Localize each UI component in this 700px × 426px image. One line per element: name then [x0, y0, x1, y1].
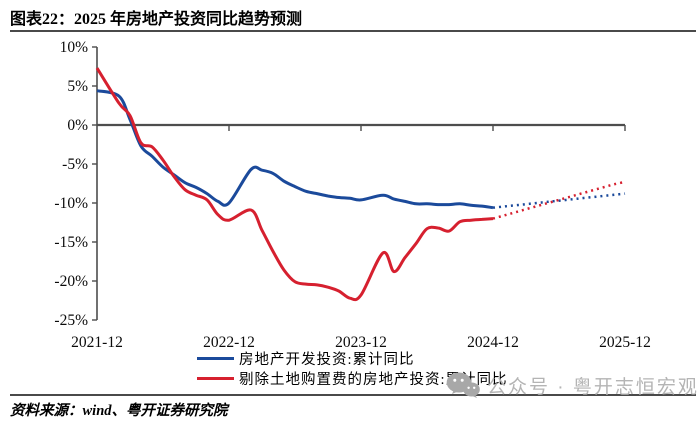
y-axis-tick-label: 5%	[67, 78, 88, 95]
legend-label: 房地产开发投资:累计同比	[239, 351, 415, 368]
watermark-text: 公众号 · 粤开志恒宏观	[487, 377, 699, 398]
legend-line-swatch-blue	[197, 356, 234, 360]
x-axis-tick-label: 2025-12	[599, 334, 651, 351]
y-axis-tick-label: 0%	[67, 117, 88, 134]
legend-item-excl-land-purchase: 剔除土地购置费的房地产投资:累计同比	[197, 370, 508, 388]
y-axis-tick-label: -10%	[54, 195, 88, 212]
legend-line-swatch-red	[197, 376, 234, 380]
series-line-forecast-blue	[492, 192, 626, 209]
wechat-icon	[446, 372, 480, 398]
x-axis-tick-label: 2022-12	[203, 334, 255, 351]
series-line-history-blue	[96, 89, 494, 210]
series-line-forecast-red	[492, 180, 626, 220]
chart-title: 图表22：2025 年房地产投资同比趋势预测	[10, 11, 303, 28]
legend-item-development-investment: 房地产开发投资:累计同比	[197, 350, 508, 368]
footer-divider	[10, 394, 696, 396]
y-axis-tick-label: -20%	[54, 273, 88, 290]
source-note: 资料来源：wind、粤开证券研究院	[10, 403, 228, 419]
x-axis-tick-label: 2024-12	[467, 334, 519, 351]
chart-legend: 房地产开发投资:累计同比 剔除土地购置费的房地产投资:累计同比	[197, 350, 508, 388]
series-line-history-red	[95, 67, 494, 302]
y-axis-tick-label: 10%	[60, 39, 89, 56]
title-divider	[10, 30, 696, 32]
x-axis-tick-label: 2023-12	[335, 334, 387, 351]
y-axis-tick-label: -25%	[54, 312, 88, 329]
legend-label: 剔除土地购置费的房地产投资:累计同比	[239, 371, 508, 388]
watermark: 公众号 · 粤开志恒宏观	[446, 372, 699, 399]
y-axis-tick-label: -5%	[62, 156, 88, 173]
y-axis-tick-label: -15%	[54, 234, 88, 251]
x-axis-tick-label: 2021-12	[71, 334, 123, 351]
